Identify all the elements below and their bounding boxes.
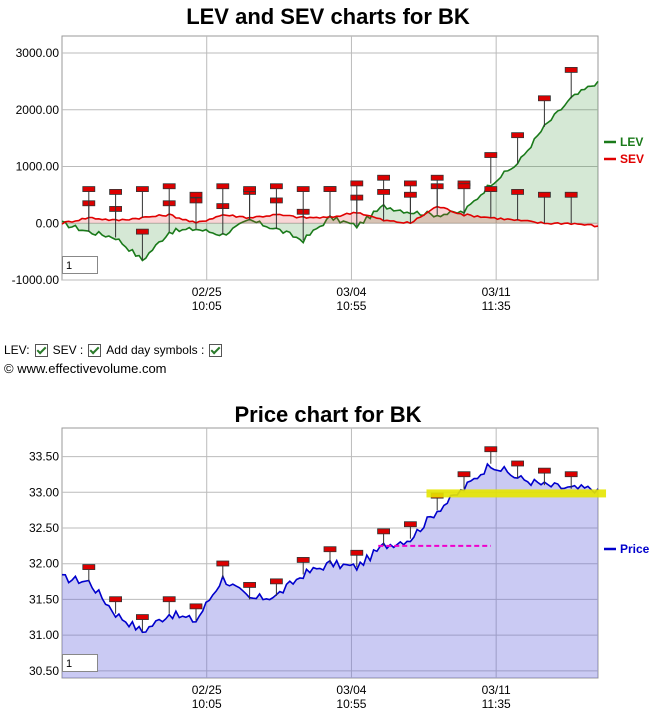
price-legend-label-price: Price [620,542,650,556]
day-symbols-checkbox[interactable] [209,343,223,357]
price-day-marker [377,528,391,535]
price-day-marker [564,471,578,478]
lev-day-marker [564,67,578,73]
price-day-marker [457,471,471,478]
lev-x-tick-date: 03/04 [336,285,366,299]
lev-legend-label-sev: SEV [620,152,644,166]
price-x-tick-date: 03/04 [336,683,366,697]
day-symbols-label: Add day symbols : [106,343,205,357]
lev-day-marker [216,183,230,190]
lev-day-marker [377,174,391,181]
price-x-tick-time: 10:55 [336,697,366,711]
lev-day-marker [189,191,203,198]
lev-day-marker [403,191,417,198]
price-day-marker [135,614,149,620]
price-price-line [61,462,599,634]
lev-day-marker [109,189,122,195]
price-day-marker [511,460,525,467]
lev-day-marker [538,95,551,102]
lev-x-tick-date: 03/11 [482,285,511,299]
lev-day-marker [269,183,283,190]
lev-x-tick-time: 11:35 [482,299,511,313]
lev-y-tick-label: 0.00 [36,216,60,230]
lev-day-marker [511,189,525,195]
lev-day-marker [377,189,391,195]
price-x-tick-date: 03/11 [482,683,511,697]
lev-checkbox[interactable] [34,343,48,357]
lev-y-tick-label: -1000.00 [12,273,60,287]
price-day-marker [538,467,551,474]
sev-checkbox[interactable] [88,343,102,357]
price-plot-area [61,427,599,679]
sev-toggle-label: SEV : [52,343,84,357]
price-zoom-input[interactable]: 1 [62,654,98,672]
price-day-marker [243,582,257,588]
lev-day-marker [243,186,257,192]
price-day-marker [189,603,203,610]
price-y-tick-label: 30.50 [29,664,59,678]
price-day-marker [162,596,176,603]
price-y-tick-label: 32.00 [29,557,59,571]
lev-chart-title: LEV and SEV charts for BK [186,4,470,29]
price-resistance-band [426,489,607,498]
lev-day-marker [457,183,471,190]
price-day-marker [82,564,96,570]
lev-day-marker [296,186,310,192]
price-y-tick-label: 33.00 [29,485,59,499]
price-day-marker [484,446,498,453]
price-day-marker [323,546,337,553]
price-chart-title: Price chart for BK [234,402,422,427]
lev-x-tick-date: 02/25 [192,285,222,299]
lev-day-marker [564,191,578,198]
lev-toggle-label: LEV: [4,343,30,357]
price-day-marker [430,492,444,499]
lev-zoom-input[interactable]: 1 [62,256,98,274]
lev-y-tick-label: 1000.00 [16,160,60,174]
price-day-marker [269,578,283,585]
price-x-tick-date: 02/25 [192,683,222,697]
lev-x-tick-time: 10:05 [192,299,222,313]
price-y-tick-label: 31.50 [29,592,59,606]
copyright-text: © www.effectivevolume.com [4,361,167,376]
lev-plot-area [61,35,599,281]
price-day-marker [296,557,310,563]
lev-day-marker [484,152,498,158]
lev-x-tick-time: 10:55 [336,299,366,313]
lev-day-marker [430,174,444,181]
lev-day-marker [135,186,149,192]
price-y-tick-label: 31.00 [29,628,59,642]
price-x-tick-time: 11:35 [482,697,511,711]
lev-day-marker [511,132,525,139]
lev-day-marker [135,228,149,235]
price-y-tick-label: 32.50 [29,521,59,535]
lev-y-tick-label: 2000.00 [16,103,60,117]
lev-day-marker [538,191,551,198]
price-day-marker [350,549,364,556]
price-day-marker [403,521,417,528]
price-day-marker [216,560,230,567]
lev-day-marker [350,180,364,187]
lev-day-marker [484,186,498,192]
chart-controls: LEV: SEV : Add day symbols : [4,343,224,357]
lev-y-tick-label: 3000.00 [16,46,60,60]
lev-day-marker [403,180,417,187]
lev-day-marker [82,186,96,192]
price-day-marker [109,596,122,603]
price-x-tick-time: 10:05 [192,697,222,711]
price-price-area [62,464,598,678]
price-y-tick-label: 33.50 [29,450,59,464]
lev-day-marker [162,183,176,190]
lev-day-marker [323,186,337,192]
lev-legend-label-lev: LEV [620,135,643,149]
